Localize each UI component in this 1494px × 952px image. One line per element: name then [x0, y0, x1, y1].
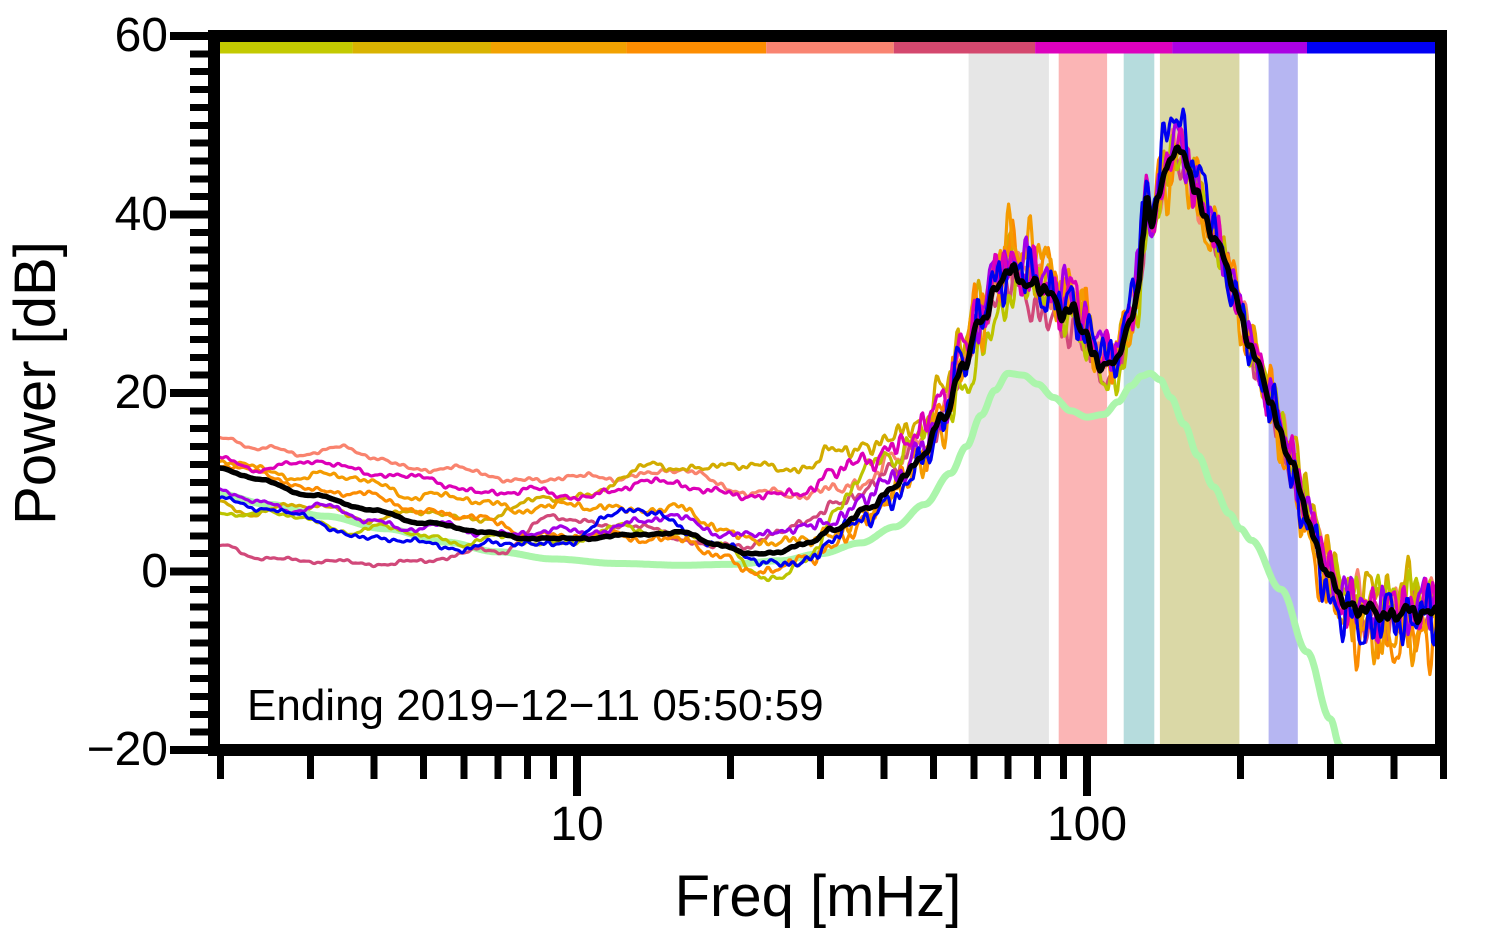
segment-color-bar — [893, 42, 1036, 54]
segment-color-bar — [490, 42, 627, 54]
plot-frame — [208, 30, 1447, 756]
segment-color-bar — [1307, 42, 1436, 54]
segment-color-bar — [766, 42, 894, 54]
segment-color-bar — [352, 42, 491, 54]
segment-color-bar — [1172, 42, 1307, 54]
y-axis-title: Power [dB] — [3, 241, 68, 525]
mean-spectrum-curve — [220, 144, 1435, 626]
spectrum-dark-orange-curve — [220, 143, 1435, 677]
spectrum-magenta-curve — [220, 126, 1435, 644]
segment-color-bar — [1035, 42, 1173, 54]
ending-timestamp-annotation: Ending 2019−12−11 05:50:59 — [247, 681, 824, 730]
frequency-band — [1123, 53, 1155, 744]
segment-color-bar — [220, 42, 353, 54]
spectrum-blue-curve — [220, 107, 1435, 647]
segment-color-bar — [626, 42, 767, 54]
frequency-band — [968, 53, 1049, 744]
frequency-band — [1058, 53, 1108, 744]
curves-layer — [220, 107, 1435, 744]
axis-ticks — [170, 32, 1447, 796]
spectrum-orange-curve — [220, 142, 1435, 668]
low-noise-model-curve — [220, 369, 1343, 744]
spectrum-rose-curve — [220, 151, 1435, 645]
x-axis-title: Freq [mHz] — [674, 864, 962, 929]
